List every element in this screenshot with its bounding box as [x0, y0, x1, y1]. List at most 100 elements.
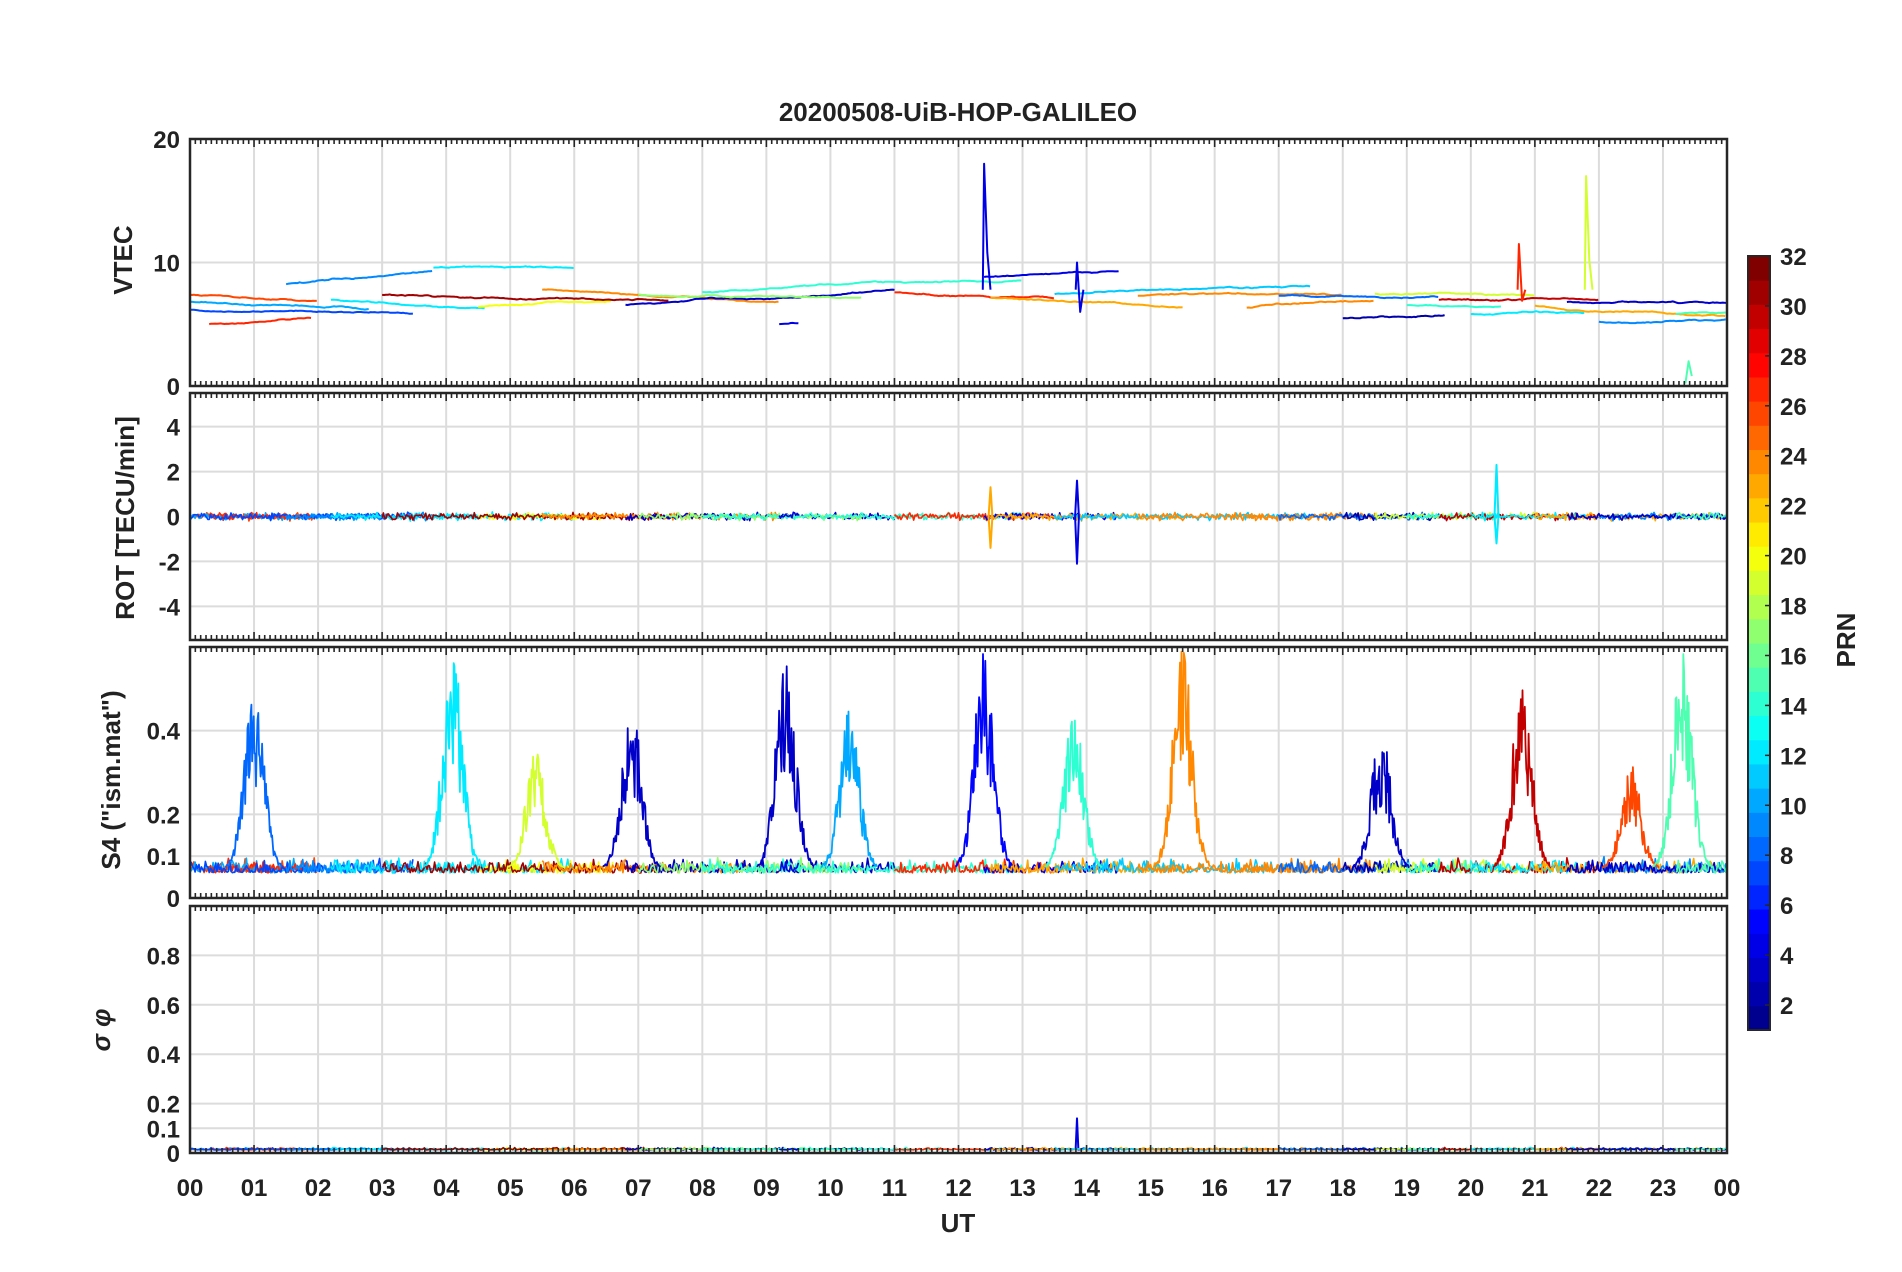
colorbar-swatch: [1748, 425, 1770, 450]
colorbar-tick-label: 24: [1780, 444, 1807, 471]
colorbar-swatch: [1748, 304, 1770, 330]
x-tick-label: 14: [1073, 1175, 1100, 1202]
sigma-phi-ylabel: σ φ: [86, 1009, 116, 1052]
vtec-trace: [478, 300, 611, 308]
vtec-trace: [1598, 318, 1726, 325]
colorbar-tick-label: 26: [1780, 394, 1807, 421]
vtec-trace: [1278, 293, 1439, 300]
colorbar-tick-label: 10: [1780, 793, 1807, 820]
vtec-spike: [981, 162, 992, 290]
rot-spike: [1493, 463, 1500, 517]
chart-title: 20200508-UiB-HOP-GALILEO: [779, 97, 1137, 127]
s4-burst: [1352, 751, 1410, 868]
colorbar-tick-label: 32: [1780, 244, 1807, 271]
colorbar-tick-label: 30: [1780, 294, 1807, 321]
vtec-trace: [189, 293, 317, 302]
vtec-trace: [189, 308, 413, 315]
y-tick-label: 0.1: [147, 1116, 180, 1143]
axes-frames: [188, 137, 1729, 1155]
colorbar-swatch: [1748, 352, 1770, 378]
colorbar-swatch: [1748, 981, 1770, 1007]
y-tick-label: 10: [153, 251, 180, 278]
y-tick-label: -4: [159, 594, 181, 621]
x-tick-label: 16: [1201, 1175, 1228, 1202]
colorbar-swatch: [1748, 594, 1770, 620]
colorbar-tick-label: 4: [1780, 943, 1794, 970]
colorbar-swatch: [1748, 522, 1770, 547]
x-tick-label: 01: [241, 1175, 268, 1202]
y-tick-label: 0.1: [147, 844, 180, 871]
y-tick-label: 2: [167, 460, 180, 487]
vtec-trace: [208, 316, 312, 326]
colorbar-tick-label: 6: [1780, 893, 1793, 920]
colorbar-tick-label: 28: [1780, 344, 1807, 371]
colorbar-swatch: [1748, 401, 1770, 426]
s4-burst: [1044, 719, 1103, 868]
vtec-ylabel: VTEC: [108, 225, 138, 295]
y-tick-label: 20: [153, 127, 180, 154]
rot-spike: [1493, 516, 1500, 545]
x-tick-label: 08: [689, 1175, 716, 1202]
vtec-trace: [1470, 310, 1585, 316]
vtec-trace: [983, 270, 1119, 278]
colorbar-swatch: [1748, 643, 1770, 668]
colorbar-swatch: [1748, 449, 1770, 475]
x-tick-label: 10: [817, 1175, 844, 1202]
colorbar-swatch: [1748, 570, 1770, 596]
s4-ylabel: S4 ("ism.mat"): [96, 690, 126, 869]
s4-trace: [1566, 859, 1728, 874]
colorbar-swatch: [1748, 376, 1770, 402]
s4-burst: [224, 703, 283, 868]
colorbar-swatch: [1748, 812, 1770, 837]
colorbar-tick-label: 20: [1780, 544, 1807, 571]
y-tick-label: 0: [167, 886, 180, 913]
vtec-trace: [1534, 304, 1726, 318]
vtec-trace: [625, 288, 895, 306]
y-tick-label: 0.6: [147, 993, 180, 1020]
vtec-trace: [285, 270, 433, 286]
s4-burst: [602, 727, 662, 868]
vtec-trace: [433, 265, 574, 269]
colorbar-frame: [1747, 255, 1771, 1031]
x-tick-label: 23: [1650, 1175, 1677, 1202]
vtec-panel: VTEC: [108, 225, 138, 295]
colorbar-swatch: [1748, 473, 1770, 499]
sigma-phi-panel: σ φ: [86, 1009, 116, 1052]
colorbar-label: PRN: [1831, 613, 1861, 668]
s4-burst: [1652, 653, 1712, 868]
vtec-trace: [189, 300, 369, 311]
colorbar-swatch: [1748, 788, 1770, 813]
x-tick-label: 04: [433, 1175, 460, 1202]
s4-burst: [756, 665, 815, 867]
colorbar-swatch: [1748, 739, 1770, 765]
x-tick-label: 05: [497, 1175, 524, 1202]
vtec-trace: [1675, 311, 1726, 315]
vtec-trace: [1246, 299, 1374, 309]
vtec-trace: [1374, 291, 1535, 297]
vtec-spike: [1583, 175, 1594, 290]
vtec-trace: [330, 298, 485, 310]
rot-spike: [1074, 479, 1080, 517]
s4-trace: [189, 857, 414, 874]
rot-spike: [987, 516, 994, 549]
vtec-trace: [894, 291, 1055, 300]
vtec-trace: [990, 296, 1183, 309]
x-axis-label: UT: [941, 1208, 976, 1238]
vtec-trace: [779, 321, 799, 326]
colorbar-swatch: [1748, 836, 1770, 862]
y-tick-label: 0: [167, 505, 180, 532]
rot-panel: ROT [TECU/min]: [110, 416, 140, 620]
x-tick-label: 13: [1009, 1175, 1036, 1202]
vtec-trace: [382, 293, 669, 302]
s4-burst: [422, 662, 482, 868]
vtec-trace: [702, 279, 1022, 294]
vtec-trace: [638, 293, 862, 300]
x-tick-label: 09: [753, 1175, 780, 1202]
vtec-spike: [1516, 243, 1527, 302]
x-tick-label: 22: [1586, 1175, 1613, 1202]
sigma-spike: [1074, 1117, 1080, 1149]
colorbar-tick-label: 22: [1780, 494, 1807, 521]
colorbar-swatch: [1748, 691, 1770, 717]
